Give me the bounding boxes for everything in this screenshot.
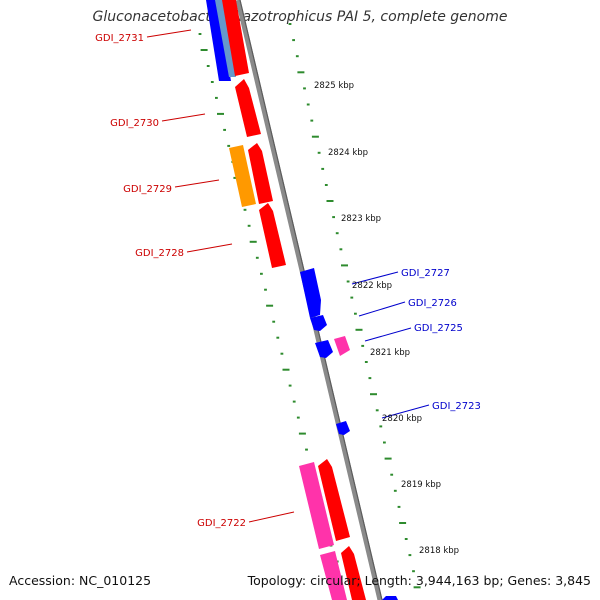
tick-label: 2821 kbp <box>370 348 410 358</box>
gene-feature <box>215 0 236 77</box>
gene-labels: GDI_2731 GDI_2730 GDI_2729 GDI_2728 GDI_… <box>95 33 481 529</box>
tick-label: 2822 kbp <box>352 281 392 291</box>
gene-feature <box>315 340 333 358</box>
gene-feature <box>382 596 398 600</box>
gene-label: GDI_2726 <box>408 298 457 309</box>
gene-feature <box>318 459 350 541</box>
gene-label: GDI_2722 <box>197 518 246 529</box>
gene-feature <box>300 268 321 318</box>
gene-label: GDI_2731 <box>95 33 144 44</box>
gene-feature <box>222 0 249 76</box>
gene-feature <box>299 462 334 549</box>
gene-feature <box>235 79 261 137</box>
gene-feature <box>248 143 273 204</box>
outer-ruler <box>288 23 421 589</box>
tick-labels: 2825 kbp 2824 kbp 2823 kbp 2822 kbp 2821… <box>314 81 459 556</box>
gene-feature <box>320 551 347 600</box>
gene-feature <box>229 145 256 207</box>
label-connectors <box>146 29 430 523</box>
map-title: Gluconacetobacter diazotrophicus PAI 5, … <box>92 9 508 25</box>
accession-text: Accession: NC_010125 <box>9 573 152 588</box>
gene-label: GDI_2723 <box>432 401 481 412</box>
gene-label: GDI_2725 <box>414 323 463 334</box>
tick-label: 2825 kbp <box>314 81 354 91</box>
gene-feature <box>334 336 350 356</box>
gene-feature <box>341 546 366 600</box>
tick-label: 2818 kbp <box>419 546 459 556</box>
tick-label: 2819 kbp <box>401 480 441 490</box>
gene-features <box>206 0 398 600</box>
gene-label: GDI_2727 <box>401 268 450 279</box>
gene-feature <box>310 315 327 331</box>
gene-label: GDI_2730 <box>110 118 159 129</box>
genome-summary: Topology: circular; Length: 3,944,163 bp… <box>247 573 591 588</box>
tick-label: 2820 kbp <box>382 414 422 424</box>
tick-label: 2824 kbp <box>328 148 368 158</box>
gene-feature <box>336 421 350 435</box>
gene-feature <box>259 203 286 268</box>
tick-label: 2823 kbp <box>341 214 381 224</box>
gene-feature <box>206 0 231 81</box>
gene-label: GDI_2729 <box>123 184 172 195</box>
gene-label: GDI_2728 <box>135 248 184 259</box>
